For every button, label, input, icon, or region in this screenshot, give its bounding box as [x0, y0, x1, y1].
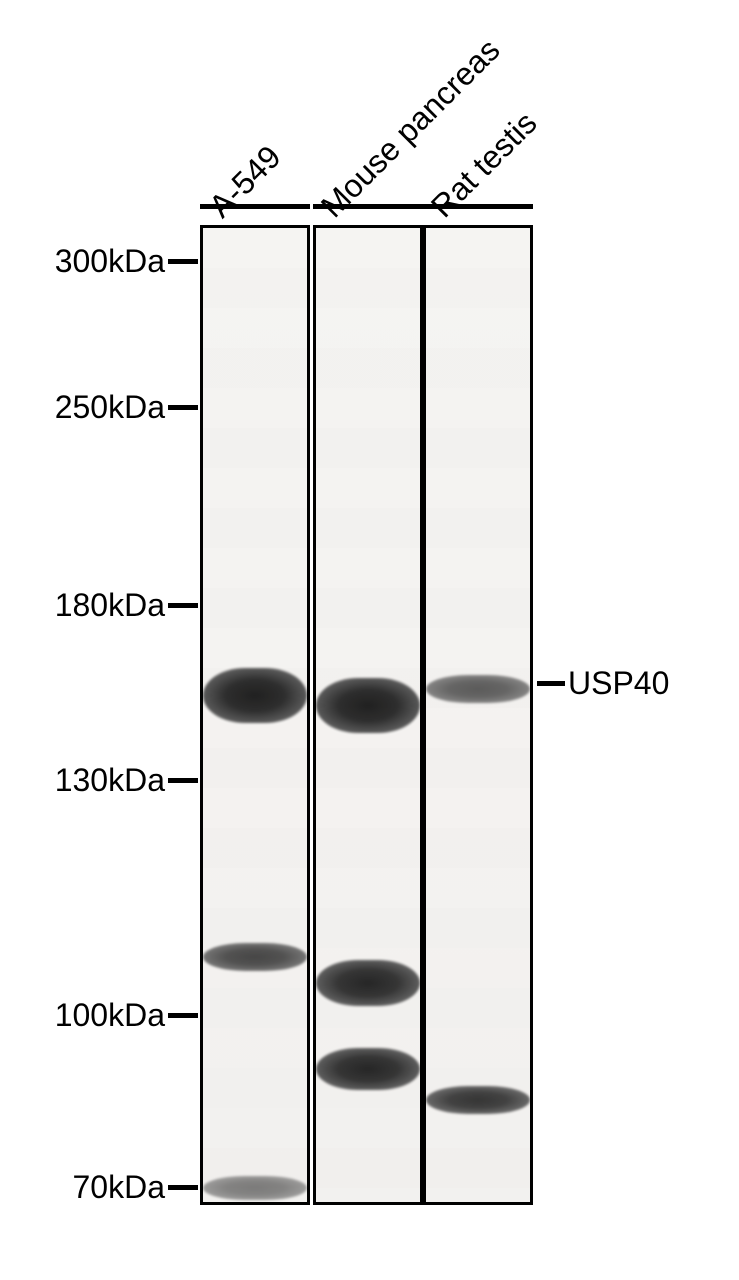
gel-background: [426, 228, 530, 1202]
band: [203, 943, 307, 971]
band: [316, 678, 420, 733]
lane: [423, 225, 533, 1205]
band: [426, 675, 530, 703]
mw-label: 70kDa: [20, 1169, 165, 1206]
mw-tick: [168, 1185, 198, 1190]
mw-tick: [168, 778, 198, 783]
mw-label: 300kDa: [20, 243, 165, 280]
lane: [200, 225, 310, 1205]
protein-label: USP40: [568, 665, 669, 702]
lane-header-bar: [313, 204, 423, 209]
lane: [313, 225, 423, 1205]
mw-label: 130kDa: [20, 762, 165, 799]
mw-tick: [168, 603, 198, 608]
lane-header-bar: [200, 204, 310, 209]
band: [203, 668, 307, 723]
protein-marker-tick: [537, 681, 565, 686]
band: [426, 1086, 530, 1114]
band: [203, 1176, 307, 1200]
western-blot: [200, 225, 535, 1205]
mw-tick: [168, 1013, 198, 1018]
lane-header-bar: [423, 204, 533, 209]
lane-header: A-549: [202, 138, 289, 225]
mw-tick: [168, 405, 198, 410]
mw-label: 250kDa: [20, 389, 165, 426]
band: [316, 960, 420, 1006]
mw-label: 180kDa: [20, 587, 165, 624]
mw-label: 100kDa: [20, 997, 165, 1034]
mw-tick: [168, 259, 198, 264]
band: [316, 1048, 420, 1090]
